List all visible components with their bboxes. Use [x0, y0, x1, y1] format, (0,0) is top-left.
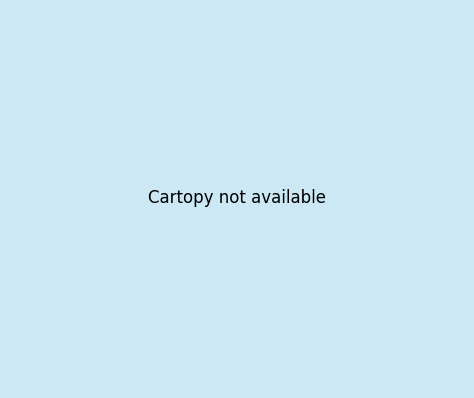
- Text: Cartopy not available: Cartopy not available: [148, 189, 326, 207]
